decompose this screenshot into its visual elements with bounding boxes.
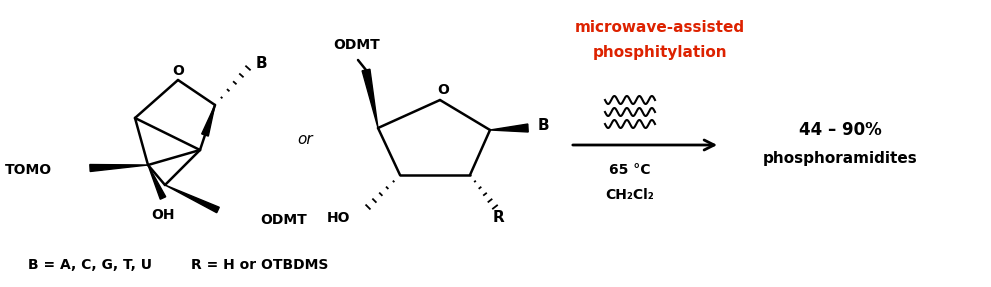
Text: OH: OH xyxy=(152,208,174,222)
Text: TOMO: TOMO xyxy=(5,163,52,177)
Text: O: O xyxy=(172,64,184,78)
Polygon shape xyxy=(490,124,528,132)
Text: B: B xyxy=(538,119,550,133)
Text: R: R xyxy=(493,210,503,226)
Text: B: B xyxy=(256,55,268,71)
Polygon shape xyxy=(202,105,215,136)
Text: R = H or OTBDMS: R = H or OTBDMS xyxy=(191,258,329,272)
Text: ODMT: ODMT xyxy=(260,213,307,227)
Text: ODMT: ODMT xyxy=(334,38,381,52)
Polygon shape xyxy=(362,69,378,128)
Text: phosphitylation: phosphitylation xyxy=(593,44,727,59)
Text: HO: HO xyxy=(326,211,350,225)
Text: microwave-assisted: microwave-assisted xyxy=(575,20,745,36)
Text: 44 – 90%: 44 – 90% xyxy=(799,121,881,139)
Text: O: O xyxy=(437,83,449,97)
Polygon shape xyxy=(148,165,165,199)
Text: CH₂Cl₂: CH₂Cl₂ xyxy=(606,188,654,202)
Text: B = A, C, G, T, U: B = A, C, G, T, U xyxy=(28,258,152,272)
Text: or: or xyxy=(297,133,313,148)
Text: phosphoramidites: phosphoramidites xyxy=(763,150,918,166)
Text: 65 °C: 65 °C xyxy=(609,163,651,177)
Polygon shape xyxy=(90,164,148,172)
Polygon shape xyxy=(165,185,219,213)
